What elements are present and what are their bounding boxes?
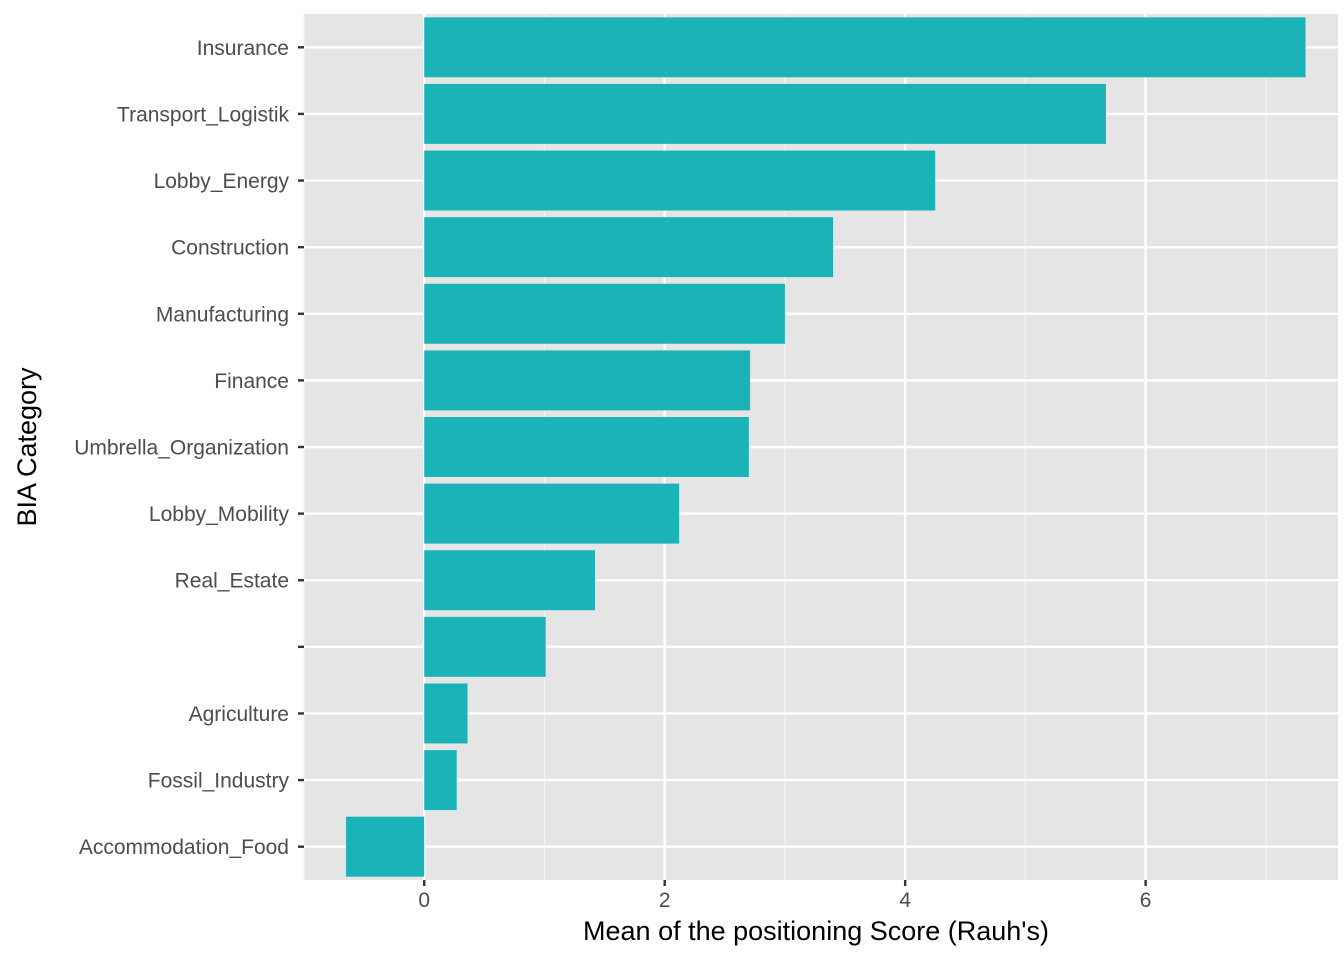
x-tick-label: 4 [899, 889, 911, 912]
y-tick-label: Finance [214, 370, 289, 393]
bar [424, 616, 546, 677]
x-tick-label: 2 [659, 889, 671, 912]
bar [424, 683, 468, 744]
x-tick-label: 6 [1140, 889, 1152, 912]
bar [346, 816, 425, 877]
y-tick-label: Real_Estate [175, 570, 289, 593]
y-tick-label: Insurance [197, 37, 289, 60]
bars [346, 17, 1306, 877]
x-axis-title: Mean of the positioning Score (Rauh's) [583, 916, 1049, 946]
y-tick-label: Manufacturing [156, 303, 289, 326]
bar [424, 17, 1306, 78]
y-tick-label: Agriculture [189, 703, 289, 726]
y-tick-label: Umbrella_Organization [74, 437, 289, 460]
y-tick-label: Lobby_Mobility [149, 503, 290, 526]
bar [424, 483, 680, 544]
y-tick-label: Transport_Logistik [117, 103, 289, 126]
bar [424, 417, 749, 477]
y-axis: Insurance Transport_Logistik Lobby_Energy C… [74, 37, 304, 859]
bar [424, 83, 1106, 144]
y-axis-title: BIA Category [12, 367, 42, 527]
x-tick-label: 0 [418, 889, 430, 912]
y-tick-label: Construction [171, 237, 289, 260]
bar [424, 283, 785, 344]
bar [424, 750, 457, 811]
y-tick-label: Accommodation_Food [79, 836, 289, 859]
bar [424, 217, 834, 278]
x-axis: 0 2 4 6 [418, 880, 1151, 912]
y-tick-label: Lobby_Energy [154, 170, 290, 193]
bar [424, 550, 595, 611]
bar [424, 150, 936, 211]
y-tick-label: Fossil_Industry [148, 770, 290, 793]
bar [424, 350, 751, 411]
